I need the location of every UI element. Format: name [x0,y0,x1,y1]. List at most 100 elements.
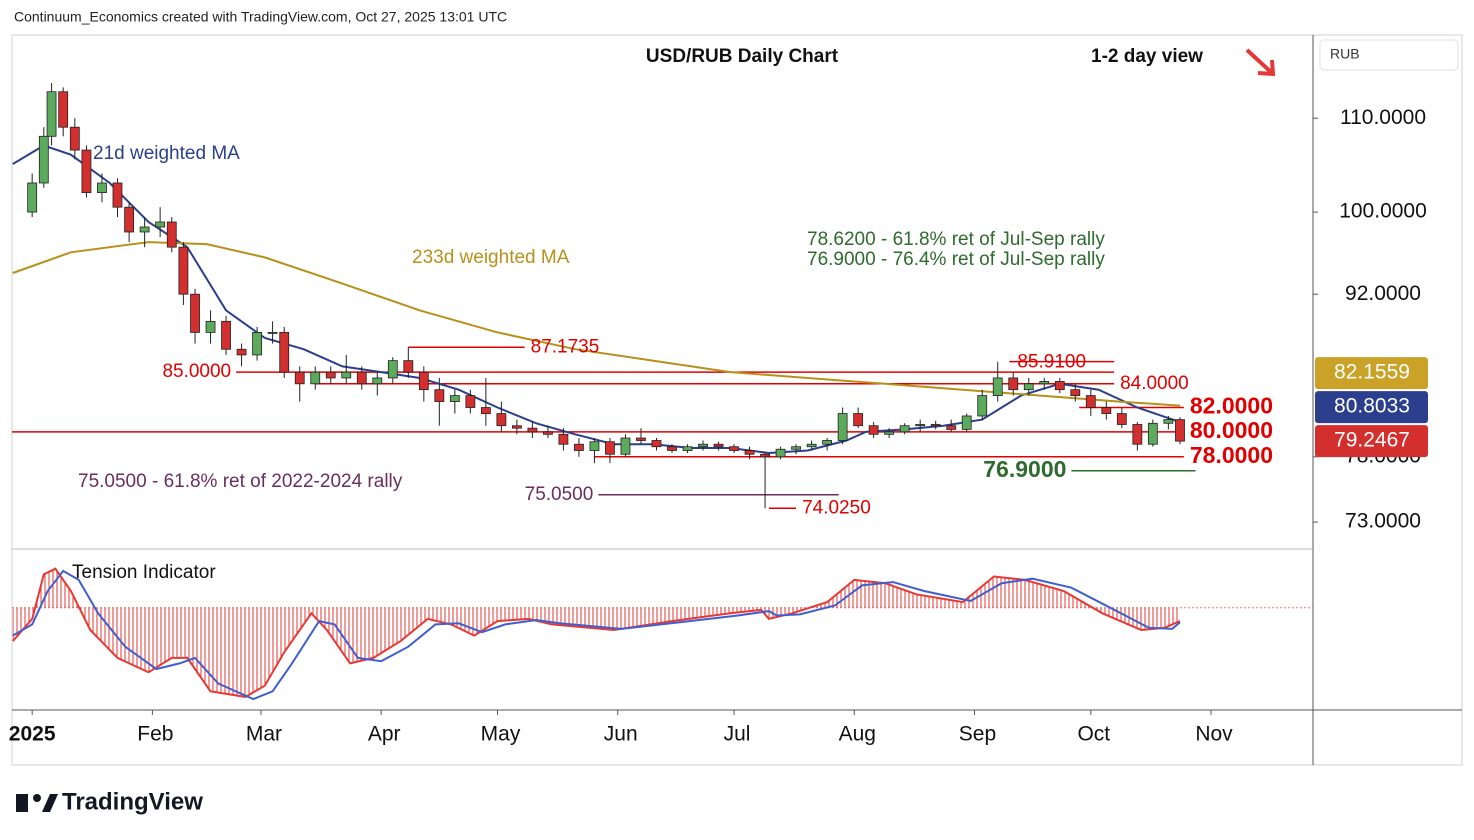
candle-body [1070,389,1081,396]
candle-body [279,332,290,373]
level-label: 75.0500 [525,484,594,505]
level-label: 76.9000 [983,456,1066,482]
annotation: 76.9000 - 76.4% ret of Jul-Sep rally [807,249,1105,270]
candle-body [853,413,864,427]
candle-body [961,415,972,430]
candle-body [543,431,553,435]
overlay: 110.0000 100.0000 92.0000 78.0000 73.0000 202… [9,106,1428,746]
price-tag-label: 79.2467 [1334,429,1410,452]
level-label: 80.0000 [1190,417,1273,443]
x-tick-label: 2025 [9,723,56,746]
candle-body [178,246,189,295]
candle-body [46,91,57,137]
candle-body [822,440,833,445]
candle-body [884,431,895,435]
candle-body [294,371,305,385]
candle-body [574,443,584,451]
candle-body [775,448,786,458]
candle-body [124,206,135,233]
candle-body [139,226,150,233]
indicator-pane [12,567,1313,701]
x-tick-label: Jun [604,723,638,746]
level-label: 82.0000 [1190,393,1273,419]
candle-body [69,126,80,151]
candle-body [1085,395,1096,408]
candle-body [387,360,398,379]
x-tick-label: Apr [368,723,401,746]
level-label: 87.1735 [531,336,600,357]
y-tick-label: 100.0000 [1339,200,1427,223]
candle-body [97,182,107,193]
header: Continuum_Economics created with Trading… [14,9,507,25]
candle-body [1116,413,1127,425]
candle-body [667,446,677,451]
candle-body [166,221,177,248]
indicator-line [12,567,1181,698]
candle-body [1008,377,1019,391]
candle-body [791,446,801,450]
currency-box [1319,39,1459,71]
x-tick-label: Feb [137,723,173,746]
candle-body [372,377,383,385]
price-tag [1315,425,1428,458]
logo [16,794,58,812]
level-label: 84.0000 [1120,373,1189,394]
candle-body [465,395,476,408]
y-tick-label: 110.0000 [1340,106,1426,129]
candle-body [252,332,262,356]
candle-body [58,91,69,128]
candle-body [205,320,216,333]
annotation: 233d weighted MA [412,247,570,268]
candle-body [868,425,879,435]
candle-body [1039,381,1050,385]
candle-body [1132,424,1143,445]
candle-body [729,446,739,451]
candle-body [1054,381,1065,391]
candle-body [1023,383,1034,391]
candle-body [698,443,708,448]
annotation: 75.0500 - 61.8% ret of 2022-2024 rally [78,471,403,492]
level-label: 85.0000 [162,361,231,382]
candle-body [27,182,38,213]
candle-body [992,377,1003,396]
annotation: 21d weighted MA [93,143,240,164]
indicator-line [12,569,1181,701]
level-label: 78.0000 [1190,442,1273,468]
price-tag-label: 80.8033 [1334,395,1410,418]
x-tick-label: Jul [724,723,751,746]
candle-body [977,395,988,417]
candle-body [511,425,522,429]
candle-body [38,135,49,184]
candle-body [651,440,662,448]
candle-body [434,389,445,402]
x-tick-label: May [481,723,521,746]
candle-body [155,221,166,228]
candle-body [325,371,336,379]
candle-body [341,371,352,379]
candle-body [1163,419,1174,424]
candle-body [713,443,724,448]
candle-body [310,371,321,385]
frame [11,34,1463,766]
candle-body [837,413,848,441]
candle-body [527,427,538,433]
y-tick-label: 92.0000 [1345,282,1421,305]
annotation: 78.6200 - 61.8% ret of Jul-Sep rally [807,229,1105,250]
candle-body [418,371,429,391]
candle-body [221,320,231,350]
x-tick-label: Mar [246,723,282,746]
indicator-title: Tension Indicator [72,562,216,583]
x-tick-label: Oct [1077,723,1110,746]
y-tick-label: 73.0000 [1345,510,1421,533]
candle-body [605,441,615,455]
candle-body [915,424,926,427]
candle-body [682,446,693,451]
level-label: 74.0250 [802,497,871,518]
ma-line [12,144,1181,455]
candle-body [558,433,569,445]
x-tick-label: Nov [1195,723,1233,746]
indicator-histogram [12,568,1180,697]
candle-body [190,293,200,333]
subtitle: 1-2 day view [1091,46,1203,67]
